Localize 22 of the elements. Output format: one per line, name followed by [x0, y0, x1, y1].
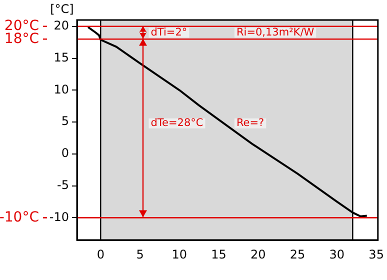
ref-line-label: 18°C [4, 30, 40, 47]
y-tick-label: 0 [61, 146, 69, 160]
y-tick-label: -5 [57, 178, 69, 192]
x-tick-label: 5 [136, 247, 144, 262]
annotation: dTi=2° [150, 26, 188, 38]
y-tick-label: 10 [54, 82, 69, 96]
x-tick-label: 35 [368, 247, 384, 262]
annotation: dTe=28°C [150, 117, 204, 130]
y-tick-label: -10 [49, 210, 69, 224]
y-tick-label: 20 [54, 18, 69, 32]
y-tick-label: 15 [54, 50, 69, 64]
annotation: Re=? [236, 117, 264, 130]
x-tick-label: 0 [96, 247, 104, 262]
x-tick-label: 15 [211, 247, 226, 262]
x-tick-label: 30 [329, 247, 345, 262]
x-tick-label: 10 [172, 247, 188, 262]
annotation: Ri=0,13m²K/W [236, 26, 315, 38]
ref-line-label: -10°C [0, 209, 40, 226]
x-tick-label: 25 [290, 247, 306, 262]
y-tick-label: 5 [61, 114, 69, 128]
y-axis-title: [°C] [50, 2, 74, 16]
x-tick-label: 20 [250, 247, 266, 262]
